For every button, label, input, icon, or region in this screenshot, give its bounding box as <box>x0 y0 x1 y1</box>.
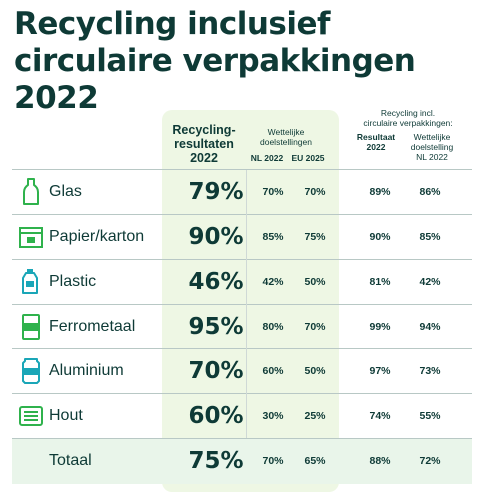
table-row: Glas 79% 70% 70% 89% 86% <box>12 170 472 215</box>
circular-result-value: 81% <box>369 276 391 288</box>
divider <box>12 259 472 260</box>
circular-target-value: 94% <box>419 321 441 333</box>
result-2022-header: Resultaat 2022 <box>350 132 402 152</box>
eu2025-value: 65% <box>304 455 326 467</box>
table-row: Papier/karton 90% 85% 75% 90% 85% <box>12 215 472 260</box>
target-nl2022-header-line-3: NL 2022 <box>416 152 448 162</box>
table-row: Hout 60% 30% 25% 74% 55% <box>12 394 472 439</box>
divider <box>12 438 472 439</box>
result-value: 70% <box>188 358 244 384</box>
row-label: Plastic <box>49 273 97 290</box>
wooden-pallet-icon <box>19 406 43 426</box>
aluminium-can-icon <box>22 358 40 384</box>
eu2025-value: 75% <box>304 231 326 243</box>
circular-result-value: 99% <box>369 321 391 333</box>
circular-target-value: 73% <box>419 365 441 377</box>
divider <box>12 393 472 394</box>
tin-can-icon <box>22 314 40 340</box>
circular-target-value: 55% <box>419 410 441 422</box>
cardboard-box-icon <box>19 227 43 248</box>
results-column-highlight <box>162 110 339 492</box>
result-2022-header-line-2: 2022 <box>366 142 386 152</box>
row-label: Totaal <box>49 452 92 469</box>
targets-header-line-1: Wettelijke <box>267 127 305 137</box>
divider <box>12 214 472 215</box>
table-row: Ferrometaal 95% 80% 70% 99% 94% <box>12 305 472 350</box>
table-row: Plastic 46% 42% 50% 81% 42% <box>12 260 472 305</box>
circular-result-value: 88% <box>369 455 391 467</box>
row-label: Hout <box>49 407 83 424</box>
results-header-line-2: resultaten <box>174 137 234 151</box>
circular-result-value: 89% <box>369 186 391 198</box>
column-separator <box>246 170 247 438</box>
divider <box>12 169 472 170</box>
results-header-line-1: Recycling- <box>172 123 236 137</box>
nl2022-value: 80% <box>262 321 284 333</box>
total-row-band <box>12 438 472 484</box>
eu2025-header: EU 2025 <box>291 153 325 163</box>
nl2022-value: 70% <box>262 455 284 467</box>
target-nl2022-header-line-1: Wettelijke <box>413 132 451 142</box>
result-value: 79% <box>188 179 244 205</box>
divider <box>12 304 472 305</box>
row-label: Ferrometaal <box>49 318 136 335</box>
result-value: 75% <box>188 448 244 474</box>
title-line-3: 2022 <box>14 80 99 116</box>
nl2022-value: 70% <box>262 186 284 198</box>
bottle-icon <box>23 178 39 205</box>
eu2025-value: 70% <box>304 321 326 333</box>
circular-header: Recycling incl. circulaire verpakkingen: <box>346 108 470 128</box>
circular-target-value: 85% <box>419 231 441 243</box>
title-line-2: circulaire verpakkingen <box>14 43 416 79</box>
circular-result-value: 90% <box>369 231 391 243</box>
result-value: 60% <box>188 403 244 429</box>
row-label: Aluminium <box>49 362 124 379</box>
result-value: 95% <box>188 314 244 340</box>
result-2022-header-line-1: Resultaat <box>356 132 396 142</box>
result-value: 46% <box>188 269 244 295</box>
eu2025-value: 50% <box>304 365 326 377</box>
page-title: Recycling inclusief circulaire verpakkin… <box>14 6 464 117</box>
nl2022-value: 30% <box>262 410 284 422</box>
targets-header-line-2: doelstellingen <box>260 137 312 147</box>
row-label: Glas <box>49 183 82 200</box>
nl2022-header: NL 2022 <box>250 153 284 163</box>
targets-header: Wettelijke doelstellingen <box>246 127 326 147</box>
circular-header-line-2: circulaire verpakkingen: <box>363 118 453 128</box>
table-row: Aluminium 70% 60% 50% 97% 73% <box>12 349 472 394</box>
eu2025-value: 70% <box>304 186 326 198</box>
divider <box>12 348 472 349</box>
table-row-total: Totaal 75% 70% 65% 88% 72% <box>12 439 472 484</box>
eu2025-value: 25% <box>304 410 326 422</box>
circular-target-value: 42% <box>419 276 441 288</box>
nl2022-value: 42% <box>262 276 284 288</box>
result-value: 90% <box>188 224 244 250</box>
circular-header-line-1: Recycling incl. <box>380 108 436 118</box>
nl2022-value: 60% <box>262 365 284 377</box>
row-label: Papier/karton <box>49 228 145 245</box>
eu2025-value: 50% <box>304 276 326 288</box>
plastic-bottle-icon <box>22 269 38 294</box>
circular-result-value: 74% <box>369 410 391 422</box>
nl2022-value: 85% <box>262 231 284 243</box>
circular-target-value: 72% <box>419 455 441 467</box>
results-header-line-3: 2022 <box>190 151 218 165</box>
circular-target-value: 86% <box>419 186 441 198</box>
circular-result-value: 97% <box>369 365 391 377</box>
title-line-1: Recycling inclusief <box>14 6 331 42</box>
target-nl2022-header: Wettelijke doelstelling NL 2022 <box>404 132 460 162</box>
results-header: Recycling- resultaten 2022 <box>163 123 245 165</box>
target-nl2022-header-line-2: doelstelling <box>410 142 454 152</box>
